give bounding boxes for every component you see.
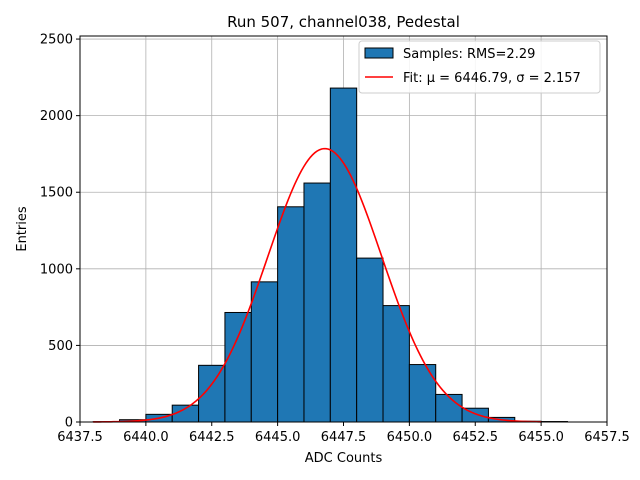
y-tick-label-3: 1500 (40, 186, 73, 201)
fit-curve-layer (93, 147, 542, 423)
legend-box (358, 40, 601, 94)
hist-bar-4 (198, 364, 226, 423)
x-axis-label: ADC Counts (305, 451, 383, 466)
histogram-bars (92, 87, 568, 423)
y-axis-label: Entries (15, 206, 30, 252)
y-tick-label-2: 1000 (40, 262, 73, 277)
hist-bar-12 (408, 364, 437, 423)
x-tick-label-1: 6440.0 (123, 430, 169, 445)
y-tick-label-1: 500 (48, 339, 73, 354)
hist-bar-13 (435, 393, 463, 423)
legend-label-samples: Samples: RMS=2.29 (403, 47, 535, 62)
x-tick-label-5: 6450.0 (387, 430, 433, 445)
legend: Samples: RMS=2.29 Fit: μ = 6446.79, σ = … (358, 40, 601, 94)
x-tick-label-8: 6457.5 (584, 430, 630, 445)
x-tick-label-3: 6445.0 (255, 430, 301, 445)
x-tick-label-0: 6437.5 (57, 430, 103, 445)
chart-title: Run 507, channel038, Pedestal (227, 13, 460, 31)
legend-swatch-samples (364, 47, 394, 59)
hist-bar-6 (250, 281, 279, 423)
x-tick-label-6: 6452.5 (453, 430, 499, 445)
y-tick-label-4: 2000 (40, 109, 73, 124)
legend-label-fit: Fit: μ = 6446.79, σ = 2.157 (403, 71, 581, 86)
hist-bar-9 (329, 87, 358, 423)
x-tick-label-4: 6447.5 (321, 430, 367, 445)
fit-curve (93, 147, 542, 423)
y-tick-label-5: 2500 (40, 33, 73, 48)
hist-bar-7 (277, 206, 305, 423)
hist-bar-5 (224, 311, 252, 423)
x-tick-label-7: 6455.0 (518, 430, 564, 445)
x-tick-label-2: 6442.5 (189, 430, 235, 445)
y-axis-ticks: 0 500 1000 1500 2000 2500 (40, 33, 80, 431)
hist-bar-11 (382, 305, 410, 423)
x-axis-ticks: 6437.5 6440.0 6442.5 6445.0 6447.5 6450.0 6452… (57, 422, 630, 445)
hist-bar-8 (303, 182, 331, 423)
hist-bar-10 (356, 257, 384, 423)
y-tick-label-0: 0 (65, 416, 73, 431)
